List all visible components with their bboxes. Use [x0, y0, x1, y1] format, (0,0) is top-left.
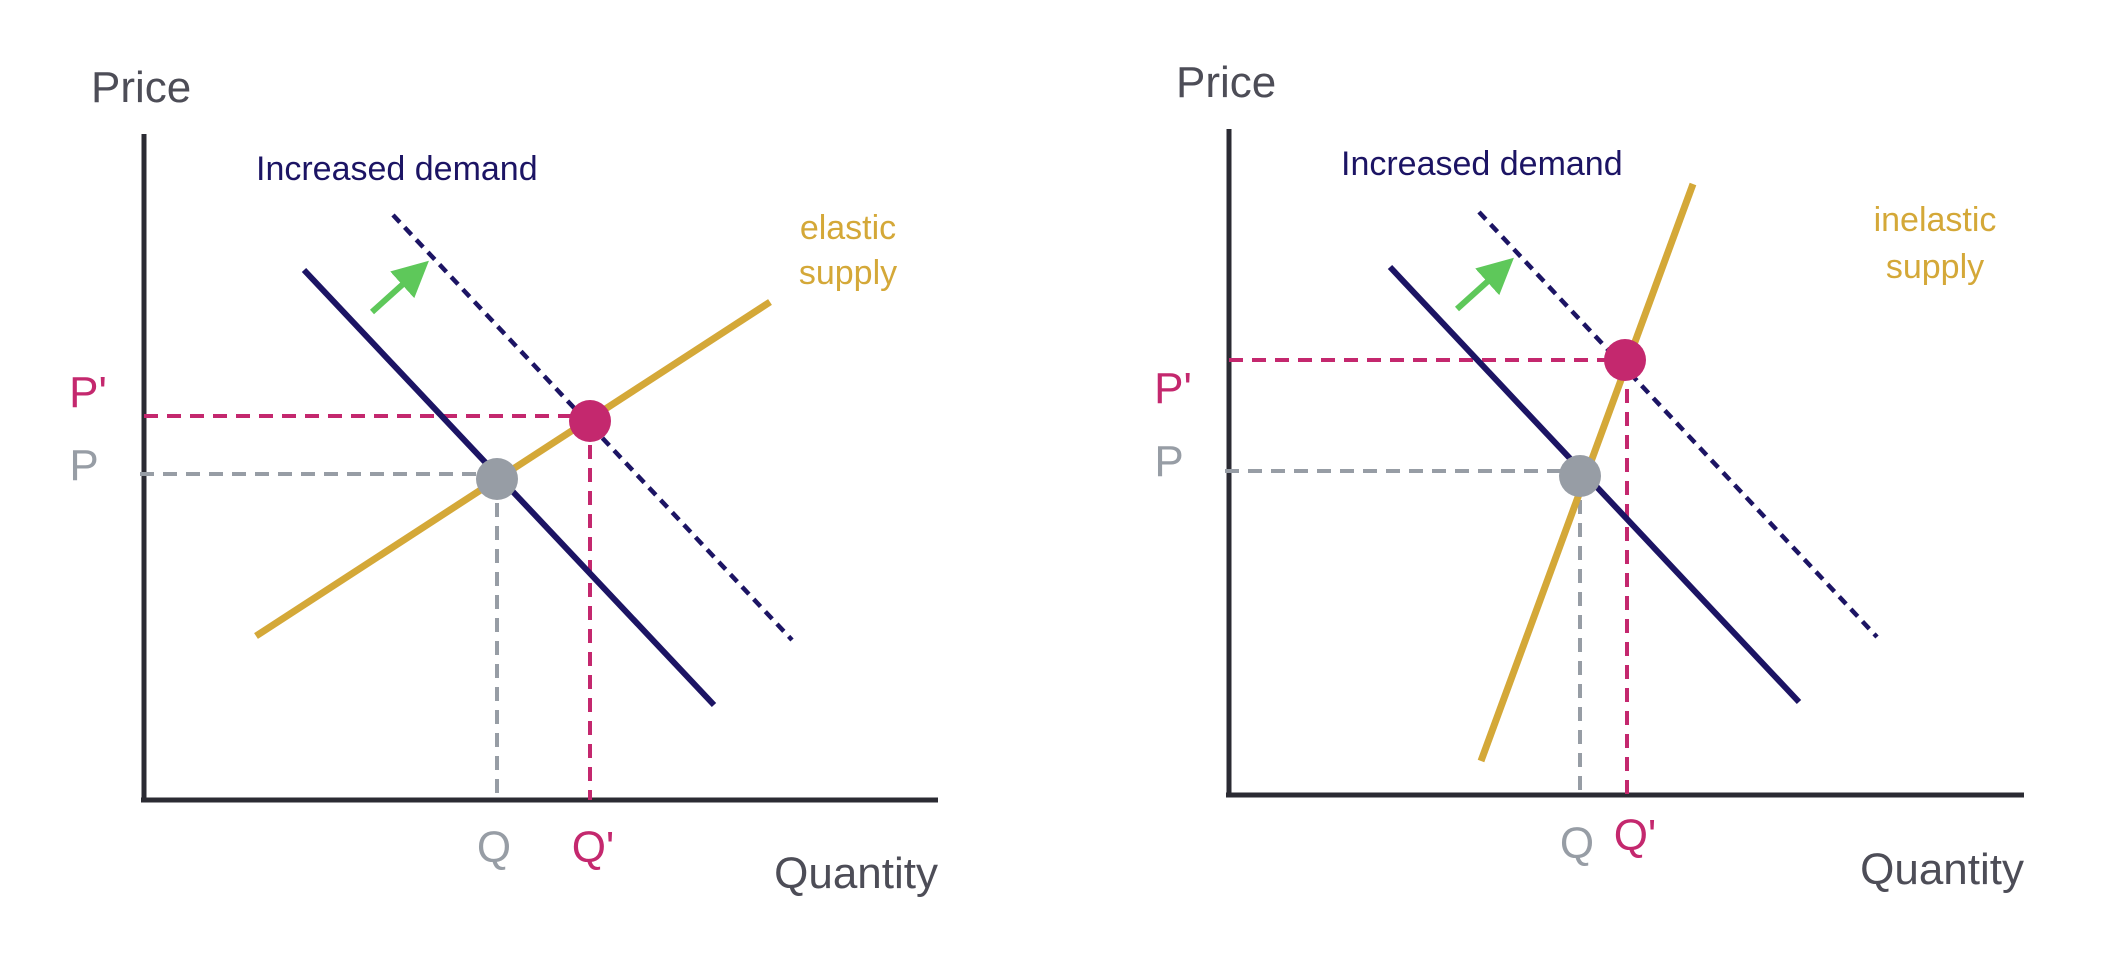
supply-label-line-2: supply: [1886, 248, 1984, 286]
q-label: Q: [477, 823, 511, 872]
p-prime-label: P': [69, 368, 107, 417]
supply-label-line-1: inelastic: [1874, 201, 1997, 239]
quantity-axis-title: Quantity: [774, 849, 938, 898]
q-prime-label: Q': [572, 823, 615, 872]
p-prime-label: P': [1154, 364, 1192, 413]
increased-demand-curve: [1477, 210, 1879, 639]
p-label: P: [1154, 437, 1183, 486]
supply-label-line-2: supply: [799, 254, 897, 292]
p-label: P: [69, 441, 98, 490]
price-axis-title: Price: [91, 63, 191, 112]
quantity-axis-title: Quantity: [1860, 845, 2024, 894]
old-equilibrium-point: [476, 458, 518, 500]
supply-label-line-1: elastic: [800, 209, 896, 247]
q-prime-label: Q': [1614, 811, 1657, 860]
increased-demand-label: Increased demand: [1341, 145, 1623, 183]
panel-inelastic-supply: Price Quantity Increased demand inelasti…: [1154, 58, 2024, 894]
new-equilibrium-point: [1604, 339, 1646, 381]
new-equilibrium-point: [569, 400, 611, 442]
arrow-up-right-icon: [369, 260, 429, 315]
q-label: Q: [1560, 819, 1594, 868]
price-axis-title: Price: [1176, 58, 1276, 107]
increased-demand-label: Increased demand: [256, 150, 538, 188]
old-equilibrium-point: [1559, 455, 1601, 497]
arrow-up-right-icon: [1454, 257, 1514, 312]
panel-elastic-supply: Price Quantity Increased demand elastic …: [69, 63, 938, 898]
